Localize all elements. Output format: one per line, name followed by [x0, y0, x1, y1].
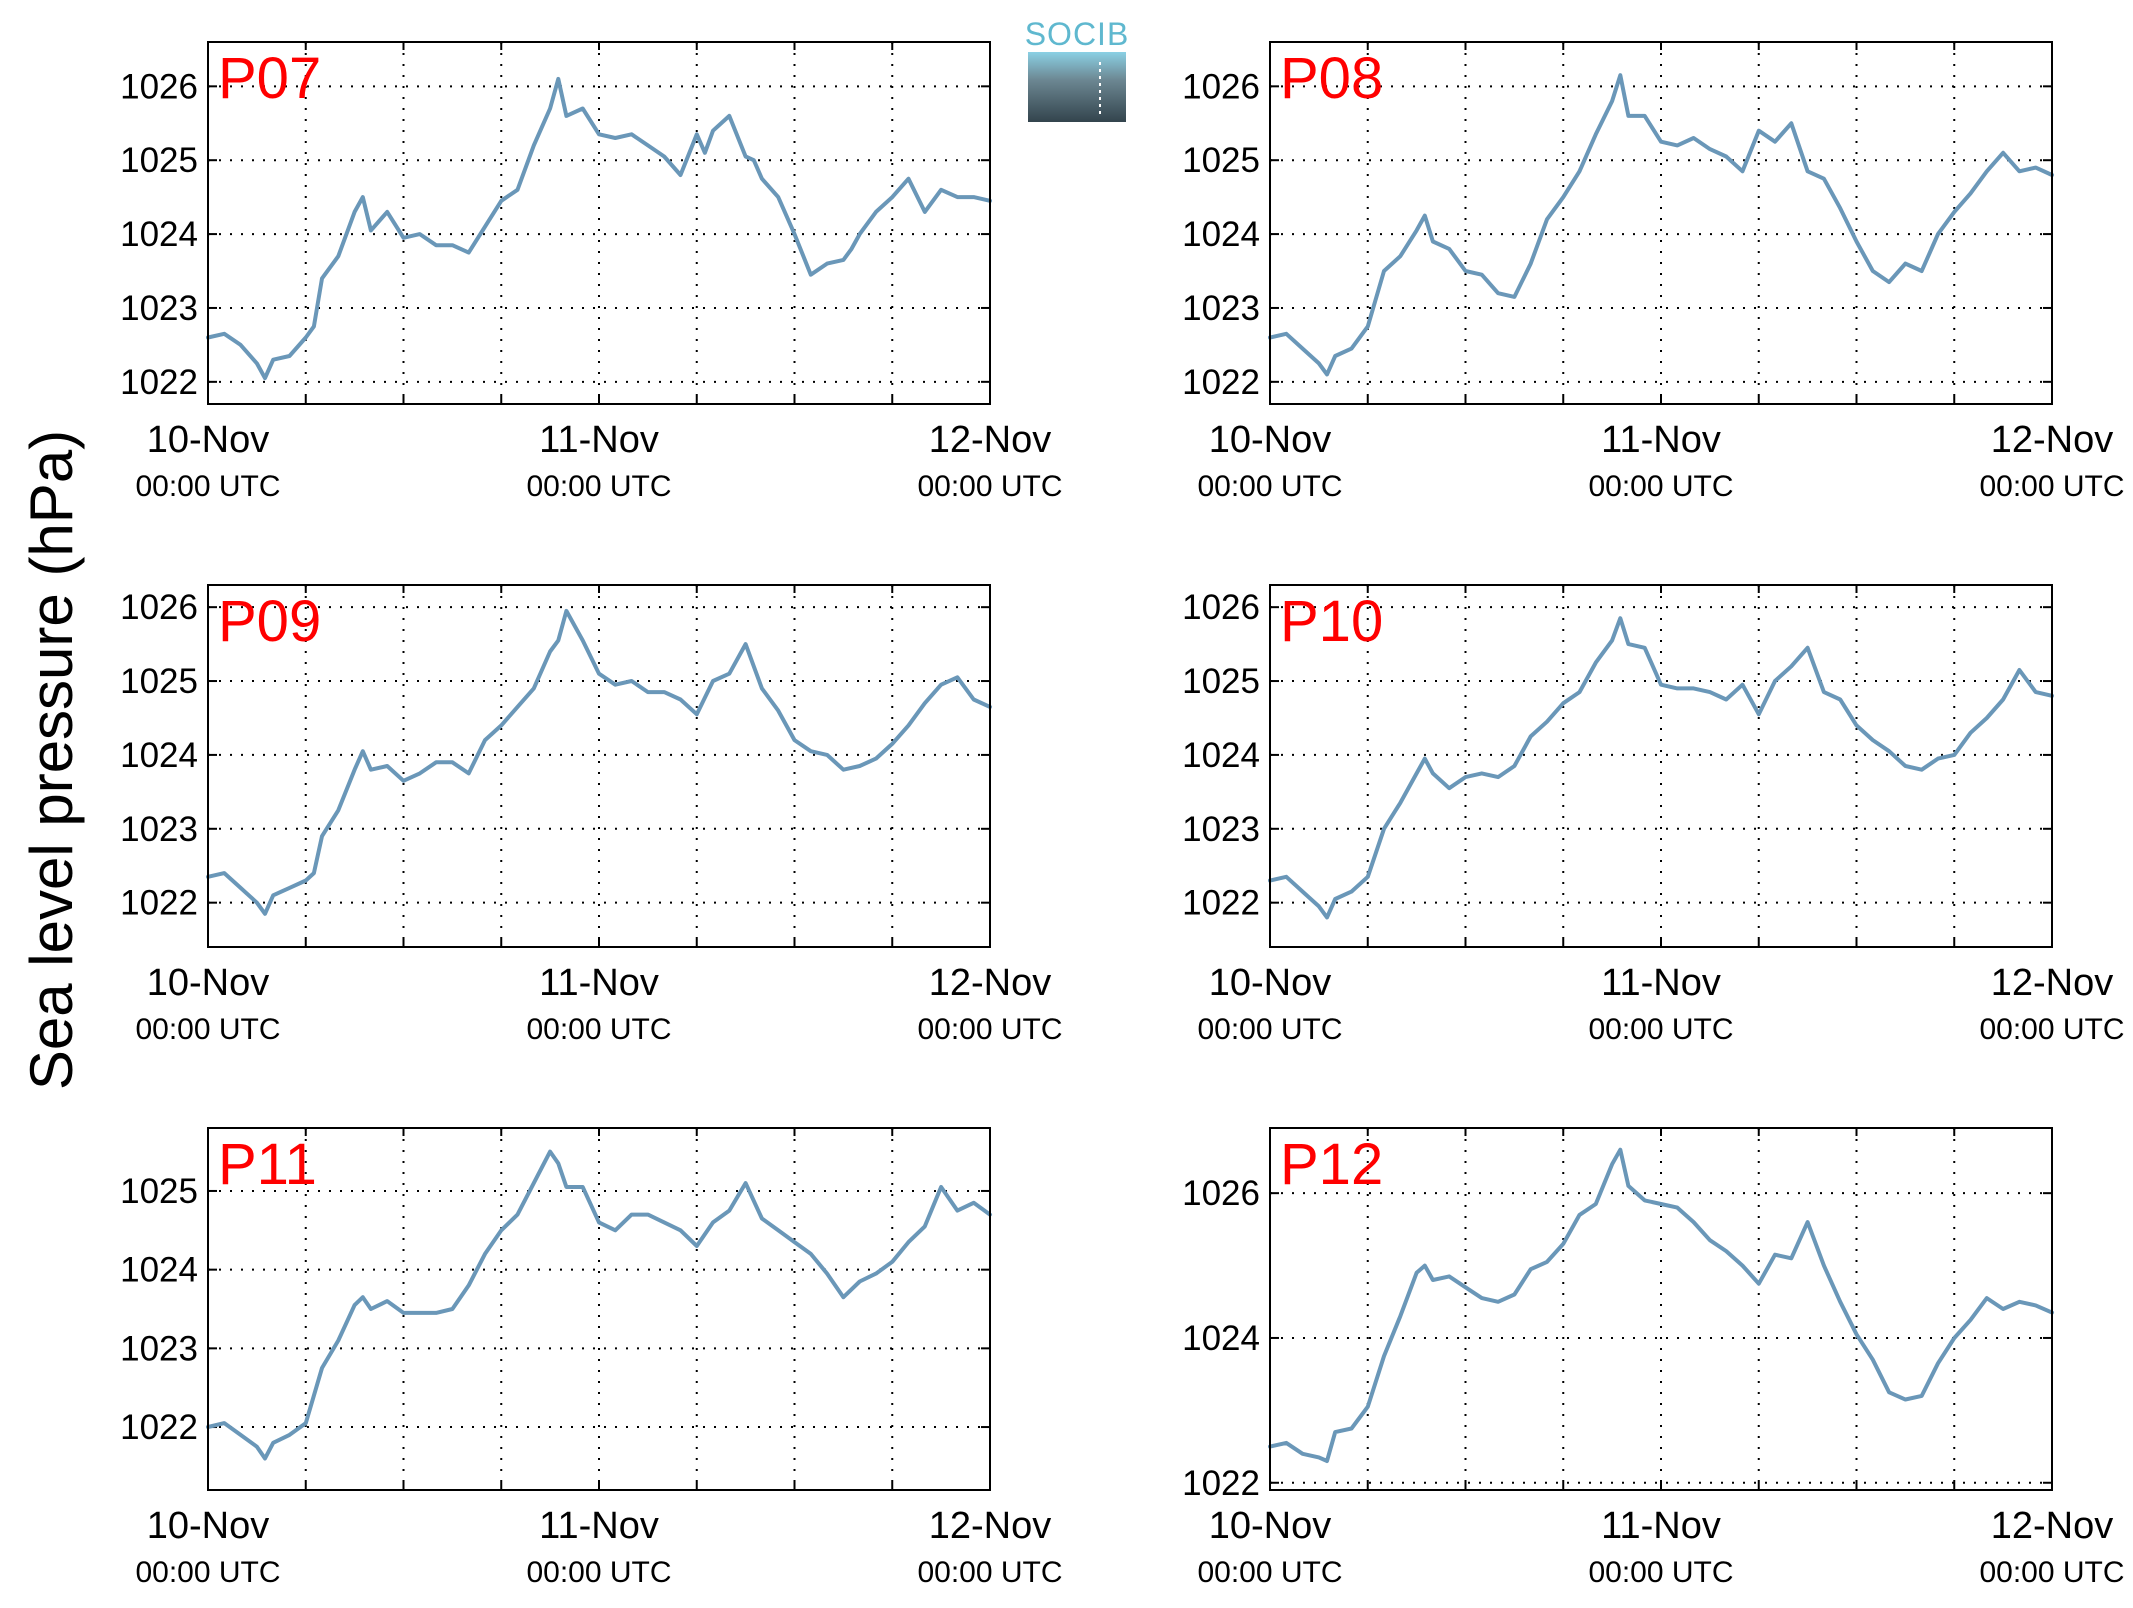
plot-frame [207, 41, 991, 405]
plot-frame [1269, 41, 2053, 405]
x-tick-label-time: 00:00 UTC [917, 1556, 1062, 1589]
socib-logo-text: SOCIB [1025, 16, 1130, 52]
y-tick-label: 1024 [1182, 736, 1260, 775]
x-tick-label-time: 00:00 UTC [1588, 470, 1733, 503]
series-line [1268, 73, 2054, 377]
chart-panel-p12: 1022 1024 1026 10-Nov 00:00 UTC 11-Nov 00:00 U… [1182, 1127, 2125, 1589]
x-tick-label-date: 12-Nov [1991, 962, 2114, 1004]
x-tick-label-time: 00:00 UTC [1979, 470, 2124, 503]
x-tick-label-date: 11-Nov [1601, 1505, 1721, 1547]
plot-area [208, 42, 990, 404]
x-tick-label-time: 00:00 UTC [1588, 1556, 1733, 1589]
panel-label: P12 [1280, 1132, 1383, 1197]
chart-panel-p11: 1022 1023 1024 1025 10-Nov 00:00 UTC 11-Nov 00:… [120, 1127, 1063, 1589]
y-tick-label: 1026 [120, 588, 198, 627]
y-tick-label: 1022 [1182, 1464, 1260, 1503]
y-tick-label: 1022 [1182, 884, 1260, 923]
x-tick-label-date: 11-Nov [1601, 419, 1721, 461]
plot-frame [207, 1127, 991, 1491]
x-tick-label-date: 11-Nov [539, 1505, 659, 1547]
x-tick-label-date: 12-Nov [929, 962, 1052, 1004]
y-tick-label: 1026 [120, 67, 198, 106]
y-tick-label: 1026 [1182, 1174, 1260, 1213]
x-tick-label-date: 10-Nov [1209, 419, 1332, 461]
y-tick-label: 1025 [120, 662, 198, 701]
y-tick-label: 1023 [1182, 289, 1260, 328]
series-line [206, 608, 992, 916]
chart-panel-p07: 1022 1023 1024 1025 1026 10-Nov 00:00 UTC 11-No… [120, 41, 1063, 503]
x-tick-label-date: 10-Nov [147, 962, 270, 1004]
x-tick-label-date: 12-Nov [929, 1505, 1052, 1547]
y-tick-label: 1024 [1182, 215, 1260, 254]
x-tick-label-date: 11-Nov [539, 962, 659, 1004]
x-tick-label-date: 11-Nov [539, 419, 659, 461]
plot-frame [1269, 584, 2053, 948]
x-tick-label-time: 00:00 UTC [526, 1013, 671, 1046]
x-tick-label-time: 00:00 UTC [1197, 1013, 1342, 1046]
y-tick-label: 1025 [120, 141, 198, 180]
x-tick-label-time: 00:00 UTC [135, 1013, 280, 1046]
x-tick-label-date: 10-Nov [147, 419, 270, 461]
y-tick-label: 1022 [120, 363, 198, 402]
panel-label: P07 [218, 46, 321, 111]
x-tick-label-date: 12-Nov [1991, 1505, 2114, 1547]
x-tick-label-time: 00:00 UTC [1197, 470, 1342, 503]
x-tick-label-time: 00:00 UTC [1197, 1556, 1342, 1589]
x-tick-label-time: 00:00 UTC [1979, 1556, 2124, 1589]
y-tick-label: 1023 [120, 289, 198, 328]
x-tick-label-time: 00:00 UTC [1588, 1013, 1733, 1046]
x-tick-label-time: 00:00 UTC [135, 470, 280, 503]
socib-logo-block [1028, 52, 1126, 122]
y-tick-label: 1026 [1182, 588, 1260, 627]
x-tick-label-date: 12-Nov [1991, 419, 2114, 461]
chart-panel-p09: 1022 1023 1024 1025 1026 10-Nov 00:00 UTC 11-No… [120, 584, 1063, 1046]
plot-frame [1269, 1127, 2053, 1491]
y-tick-label: 1025 [120, 1172, 198, 1211]
socib-logo: SOCIB [1025, 16, 1130, 122]
y-tick-label: 1022 [120, 884, 198, 923]
x-tick-label-time: 00:00 UTC [526, 470, 671, 503]
y-tick-label: 1025 [1182, 141, 1260, 180]
x-tick-label-date: 12-Nov [929, 419, 1052, 461]
y-tick-label: 1023 [120, 810, 198, 849]
y-tick-label: 1026 [1182, 67, 1260, 106]
y-axis-label: Sea level pressure (hPa) [18, 430, 85, 1090]
y-tick-label: 1024 [1182, 1319, 1260, 1358]
panel-label: P10 [1280, 589, 1383, 654]
panel-label: P09 [218, 589, 321, 654]
y-tick-label: 1023 [1182, 810, 1260, 849]
plot-area [1270, 585, 2052, 947]
series-line [1268, 616, 2054, 920]
panel-label: P11 [218, 1132, 317, 1197]
x-tick-label-time: 00:00 UTC [135, 1556, 280, 1589]
plot-frame [207, 584, 991, 948]
x-tick-label-time: 00:00 UTC [917, 1013, 1062, 1046]
panel-label: P08 [1280, 46, 1383, 111]
x-tick-label-date: 10-Nov [147, 1505, 270, 1547]
plot-area [208, 1128, 990, 1490]
y-tick-label: 1024 [120, 736, 198, 775]
chart-panel-p10: 1022 1023 1024 1025 1026 10-Nov 00:00 UTC 11-No… [1182, 584, 2125, 1046]
plot-area [1270, 1128, 2052, 1490]
series-line [1268, 1147, 2054, 1463]
x-tick-label-time: 00:00 UTC [917, 470, 1062, 503]
y-tick-label: 1023 [120, 1329, 198, 1368]
y-tick-label: 1024 [120, 215, 198, 254]
x-tick-label-time: 00:00 UTC [526, 1556, 671, 1589]
y-tick-label: 1022 [120, 1408, 198, 1447]
panels: 1022 1023 1024 1025 1026 10-Nov 00:00 UTC 11-No… [120, 41, 2125, 1589]
x-tick-label-date: 11-Nov [1601, 962, 1721, 1004]
y-tick-label: 1022 [1182, 363, 1260, 402]
chart-panel-p08: 1022 1023 1024 1025 1026 10-Nov 00:00 UTC 11-No… [1182, 41, 2125, 503]
y-tick-label: 1025 [1182, 662, 1260, 701]
x-tick-label-date: 10-Nov [1209, 1505, 1332, 1547]
x-tick-label-time: 00:00 UTC [1979, 1013, 2124, 1046]
x-tick-label-date: 10-Nov [1209, 962, 1332, 1004]
y-tick-label: 1024 [120, 1251, 198, 1290]
plot-area [1270, 42, 2052, 404]
series-line [206, 76, 992, 381]
series-line [206, 1149, 992, 1461]
plot-area [208, 585, 990, 947]
